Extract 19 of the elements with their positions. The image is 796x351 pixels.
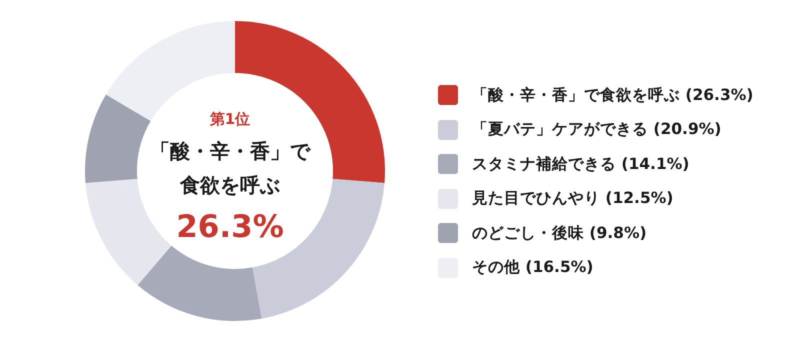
text: 食欲を呼ぶ <box>178 172 281 199</box>
legend-label: のどごし・後味 <box>472 224 584 242</box>
data-label: (16.5%) <box>524 258 594 276</box>
legend-label: スタミナ補給できる <box>472 154 616 173</box>
data-label: (9.8%) <box>588 224 647 242</box>
legend-label: 見た目でひんやり <box>472 189 600 208</box>
donut-slice <box>85 94 151 183</box>
text: 26.3% <box>175 208 285 247</box>
donut-slice <box>138 246 262 321</box>
text: 第1位 <box>208 109 252 130</box>
data-label: (26.3%) <box>684 86 754 104</box>
data-label: (12.5%) <box>604 189 674 208</box>
text: 「酸・辛・香」で <box>149 138 312 165</box>
donut-slice <box>85 178 172 286</box>
legend-label: 「酸・辛・香」で食欲を呼ぶ <box>472 86 680 104</box>
legend-label: 「夏バテ」ケアができる <box>472 120 648 138</box>
legend-label: その他 <box>472 258 520 276</box>
data-label: (14.1%) <box>620 154 690 173</box>
data-label: (20.9%) <box>652 120 722 138</box>
